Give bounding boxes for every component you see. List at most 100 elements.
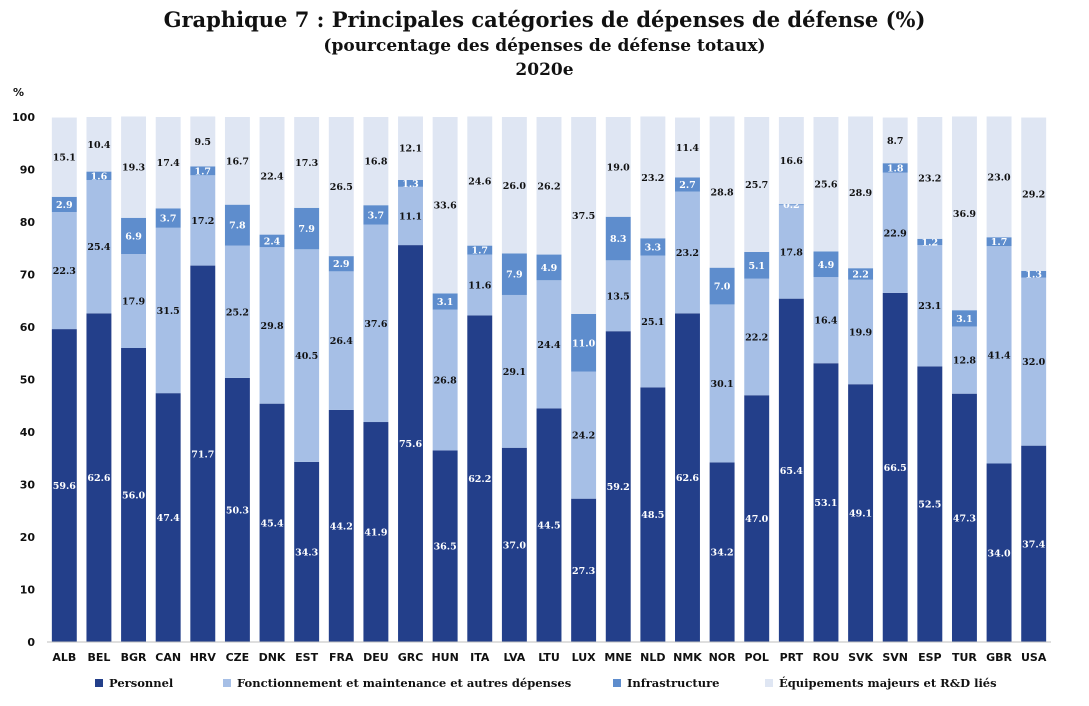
bar-segment [778,298,804,642]
data-label: 16.8 [364,157,388,168]
data-label: 17.4 [157,158,181,169]
data-label: 22.3 [53,266,76,277]
bar-segment [294,207,320,250]
data-label: 29.2 [1022,190,1045,201]
bar-segment [467,116,493,246]
data-label: 37.5 [572,211,595,222]
x-tick-label: LTU [538,651,560,664]
bar-segment [675,117,700,178]
bar-segment [744,395,770,642]
data-label: 1.6 [91,171,108,182]
y-tick-label: 50 [20,374,36,387]
bar-segment [501,447,527,642]
bar-segment [121,116,147,218]
bar-segment [675,313,700,642]
bar-segment [294,249,320,462]
y-tick-label: 0 [27,636,35,649]
bar-segment [571,371,597,499]
bar-segment [224,117,250,205]
x-tick-label: PRT [780,651,804,664]
bar-segment [536,408,562,642]
data-label: 22.4 [260,171,284,182]
data-label: 2.2 [852,269,869,280]
x-tick-label: LUX [572,651,597,664]
legend-item: Fonctionnement et maintenance et autres … [223,676,571,690]
bar-segment [778,205,804,299]
data-label: 5.1 [748,261,765,272]
data-label: 50.3 [226,505,249,516]
bar-segment [398,116,423,180]
data-label: 11.1 [399,211,422,222]
data-label: 44.2 [330,521,353,532]
x-tick-label: NLD [640,651,665,664]
bar-segment [432,309,458,451]
data-label: 16.6 [780,156,804,167]
bar-segment [605,216,631,261]
data-label: 2.4 [264,236,281,247]
bar-segment [675,177,700,192]
x-tick-label: CZE [226,651,250,664]
data-label: 56.0 [122,491,146,502]
bar-segment [709,304,735,463]
data-label: 36.9 [953,209,977,220]
data-label: 26.2 [537,181,560,192]
bar-segment [363,224,389,423]
bar-segment [536,117,562,255]
bar-segment [917,245,943,367]
bar-segment [224,245,250,378]
legend-label: Fonctionnement et maintenance et autres … [237,676,572,690]
data-label: 1.2 [922,237,939,248]
bar-segment [363,205,389,225]
y-tick-label: 90 [20,164,36,177]
bar-segment [294,117,320,208]
x-tick-label: GBR [986,651,1012,664]
y-tick-label: 20 [20,531,36,544]
x-tick-label: ITA [470,651,490,664]
bar-segment [882,172,908,293]
data-label: 7.9 [506,270,523,281]
x-tick-label: SVN [882,651,908,664]
data-label: 7.0 [714,282,731,293]
data-label: 11.4 [676,143,700,154]
data-label: 34.3 [295,547,318,558]
bar-segment [536,254,562,281]
bar-segment [155,393,181,642]
y-tick-label: 40 [20,426,36,439]
x-tick-label: FRA [329,651,354,664]
data-label: 17.3 [295,158,318,169]
data-label: 33.6 [434,201,458,212]
bar-segment [1021,277,1047,446]
bar-segment [51,196,77,213]
data-label: 1.7 [991,237,1008,248]
bar-segment [190,116,216,167]
data-label: 25.2 [226,307,249,318]
data-label: 0.2 [783,200,800,211]
data-label: 1.7 [195,166,212,177]
data-label: 71.7 [191,449,214,460]
bar-segment [155,208,181,228]
bar-segment [813,277,839,364]
data-label: 31.5 [157,306,180,317]
data-label: 53.1 [814,498,837,509]
y-tick-label: 70 [20,269,36,282]
bar-segment [709,116,735,268]
data-label: 10.4 [87,140,111,151]
bar-segment [848,116,874,269]
bar-segment [398,186,423,246]
bar-segment [571,498,597,642]
data-label: 37.0 [503,540,527,551]
legend-label: Personnel [109,676,174,690]
data-label: 44.5 [537,521,560,532]
data-label: 9.5 [195,137,212,148]
bar-segment [328,117,354,257]
data-label: 1.3 [402,179,419,190]
bar-segment [190,265,216,642]
chart-subtitle: (pourcentage des dépenses de défense tot… [323,36,766,56]
bar-segment [640,238,666,256]
bar-segment [571,117,597,314]
bar-segment [917,238,943,246]
data-label: 2.7 [679,180,696,191]
data-label: 4.9 [541,263,558,274]
bar-segment [986,463,1012,642]
data-label: 11.0 [572,338,596,349]
